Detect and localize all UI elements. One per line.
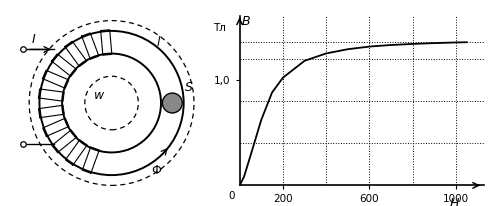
Text: $l$: $l$ <box>156 35 161 49</box>
Circle shape <box>162 93 182 113</box>
Text: Тл: Тл <box>212 23 225 33</box>
Text: $H$: $H$ <box>448 197 459 206</box>
Text: $B$: $B$ <box>241 15 250 28</box>
Text: $S$: $S$ <box>184 81 193 94</box>
Text: $\Phi$: $\Phi$ <box>151 164 162 177</box>
Text: $w$: $w$ <box>93 89 105 102</box>
Text: $I$: $I$ <box>31 33 37 46</box>
Text: 0: 0 <box>228 191 235 201</box>
